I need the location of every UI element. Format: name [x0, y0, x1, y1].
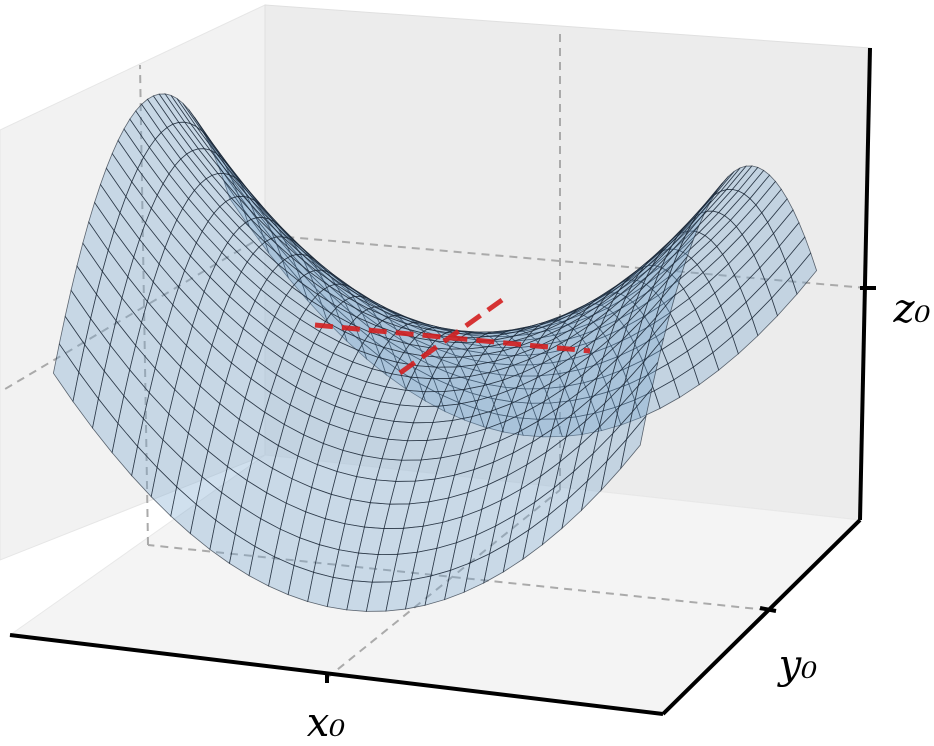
guide-lines: [0, 28, 867, 679]
x-axis-label: x₀: [307, 700, 346, 746]
y-axis-label: y₀: [777, 642, 818, 688]
z0-guide: [264, 234, 867, 289]
z-axis-label: z₀: [892, 286, 930, 332]
tangent-lines: [314, 297, 591, 376]
x-axis: [9, 633, 664, 716]
surface-patch: [620, 415, 647, 469]
axes: [9, 47, 876, 716]
y-tick: [759, 606, 777, 613]
x0-guide: [326, 489, 561, 679]
z0-guide-left: [0, 234, 266, 393]
surface: [52, 93, 818, 612]
y0-guide: [147, 544, 768, 611]
y0-guide-wall: [139, 64, 149, 546]
tangent-y: [398, 297, 504, 376]
y-axis: [661, 518, 862, 716]
z-axis: [858, 47, 872, 521]
